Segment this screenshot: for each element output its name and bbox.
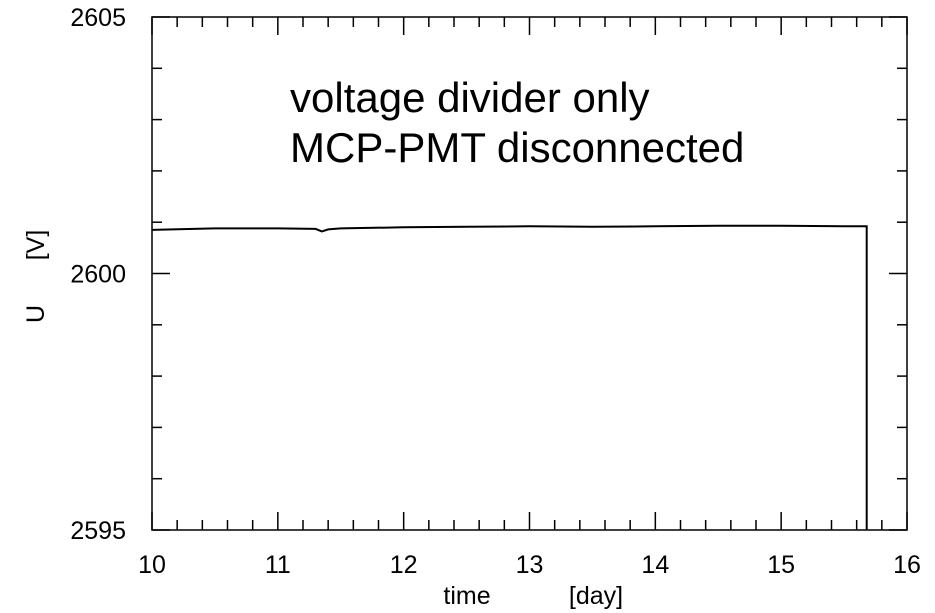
y-tick-label: 2595 — [70, 517, 126, 545]
annotation-line-1: voltage divider only — [290, 74, 650, 121]
x-tick-label: 15 — [767, 551, 795, 579]
x-axis-label: time — [443, 582, 490, 610]
x-tick-label: 16 — [893, 551, 921, 579]
voltage-series-line — [151, 224, 868, 530]
x-tick-label: 14 — [641, 551, 669, 579]
tick-labels: 10 11 12 13 14 15 16 2595 2600 2605 — [70, 4, 921, 579]
y-tick-label: 2605 — [70, 4, 126, 32]
x-tick-label: 13 — [516, 551, 544, 579]
x-tick-label: 12 — [390, 551, 418, 579]
y-axis-label: U — [22, 305, 50, 323]
x-tick-label: 10 — [138, 551, 166, 579]
y-axis-unit: [V] — [22, 230, 50, 261]
y-tick-label: 2600 — [70, 261, 126, 289]
x-axis-unit: [day] — [569, 582, 623, 610]
x-tick-label: 11 — [265, 551, 291, 579]
annotation-line-2: MCP-PMT disconnected — [290, 124, 744, 171]
ticks — [151, 16, 908, 531]
